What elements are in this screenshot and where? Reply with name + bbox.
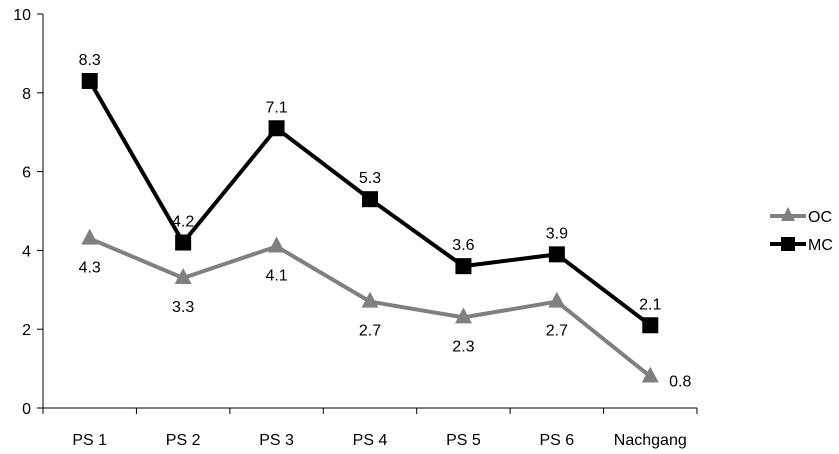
data-point-mc [455, 258, 472, 275]
y-tick-label: 0 [22, 401, 31, 418]
x-tick-label: PS 5 [446, 432, 481, 449]
x-tick-label: PS 3 [259, 432, 294, 449]
legend-label-oc: OC [808, 209, 832, 226]
data-label-oc: 4.1 [265, 267, 287, 284]
data-label-mc: 8.3 [79, 52, 101, 69]
data-point-oc [268, 236, 286, 253]
data-point-mc [642, 317, 659, 334]
data-label-mc: 4.2 [172, 214, 194, 231]
data-point-oc [641, 366, 659, 383]
data-point-oc [548, 291, 566, 308]
data-label-mc: 3.6 [452, 237, 474, 254]
data-point-mc [268, 120, 285, 137]
y-tick-label: 2 [22, 322, 31, 339]
data-label-oc: 2.7 [546, 323, 568, 340]
data-label-oc: 0.8 [669, 373, 691, 390]
x-tick-label: PS 4 [353, 432, 388, 449]
x-tick-label: PS 1 [72, 432, 107, 449]
data-label-mc: 5.3 [359, 170, 381, 187]
data-point-oc [361, 291, 379, 308]
data-point-oc [454, 307, 472, 324]
y-tick-label: 10 [13, 7, 31, 24]
x-tick-label: PS 2 [166, 432, 201, 449]
data-point-mc [81, 72, 98, 89]
data-point-mc [362, 191, 378, 208]
y-tick-label: 4 [22, 243, 31, 260]
y-tick-label: 8 [22, 86, 31, 103]
data-label-oc: 2.7 [359, 323, 381, 340]
data-point-oc [174, 268, 192, 284]
data-label-mc: 2.1 [639, 296, 661, 313]
legend-marker-mc [781, 237, 795, 251]
x-tick-label: PS 6 [540, 432, 575, 449]
x-tick-label: Nachgang [614, 432, 687, 449]
legend-marker-oc [781, 207, 795, 221]
data-label-oc: 4.3 [79, 260, 101, 277]
legend-label-mc: MC [808, 237, 833, 254]
data-label-oc: 2.3 [452, 338, 474, 355]
data-point-mc [175, 234, 192, 251]
data-label-oc: 3.3 [172, 299, 194, 316]
data-label-mc: 3.9 [546, 225, 568, 242]
data-label-mc: 7.1 [265, 99, 287, 116]
data-point-mc [548, 246, 565, 263]
data-point-oc [81, 228, 99, 245]
y-tick-label: 6 [22, 165, 31, 182]
